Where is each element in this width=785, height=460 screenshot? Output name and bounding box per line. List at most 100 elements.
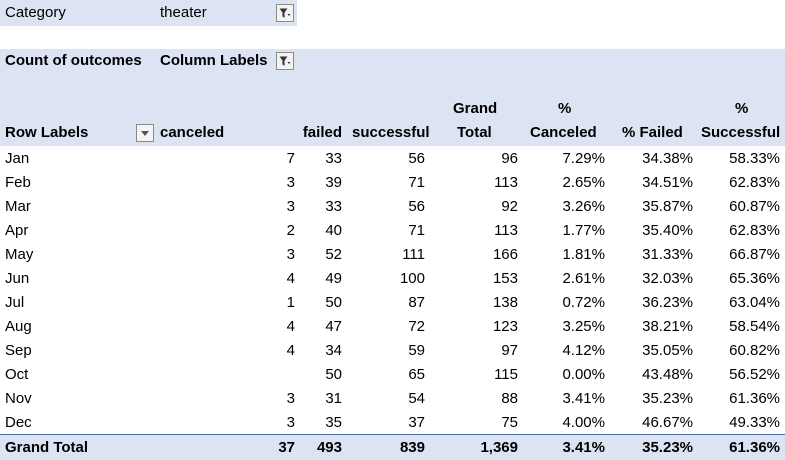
cell-pct-canceled: 2.61% xyxy=(523,266,610,290)
cell-canceled xyxy=(155,362,300,386)
cell-failed: 50 xyxy=(300,362,347,386)
cell-total: 153 xyxy=(430,266,523,290)
col-failed-header: failed xyxy=(303,124,342,141)
cell-canceled: 4 xyxy=(155,338,300,362)
total-pct-failed: 35.23% xyxy=(610,435,698,460)
category-filter-button[interactable] xyxy=(276,4,294,22)
filter-label: Category xyxy=(5,4,66,21)
total-pct-successful: 61.36% xyxy=(698,435,785,460)
cell-pct-canceled: 0.72% xyxy=(523,290,610,314)
cell-successful: 54 xyxy=(347,386,430,410)
cell-total: 75 xyxy=(430,410,523,435)
column-labels-filter-button[interactable] xyxy=(276,52,294,70)
row-label: Apr xyxy=(0,218,155,242)
col-pct-failed-header: % Failed xyxy=(622,124,683,141)
cell-pct-canceled: 3.26% xyxy=(523,194,610,218)
row-label: Oct xyxy=(0,362,155,386)
cell-pct-canceled: 3.41% xyxy=(523,386,610,410)
cell-canceled: 3 xyxy=(155,170,300,194)
row-labels-filter-button[interactable] xyxy=(136,124,154,142)
col-canceled-header: canceled xyxy=(160,124,224,141)
cell-pct-successful: 56.52% xyxy=(698,362,785,386)
cell-total: 123 xyxy=(430,314,523,338)
cell-pct-successful: 60.87% xyxy=(698,194,785,218)
cell-pct-canceled: 1.81% xyxy=(523,242,610,266)
cell-total: 115 xyxy=(430,362,523,386)
cell-pct-canceled: 1.77% xyxy=(523,218,610,242)
cell-pct-canceled: 3.25% xyxy=(523,314,610,338)
cell-pct-successful: 65.36% xyxy=(698,266,785,290)
cell-pct-successful: 58.33% xyxy=(698,146,785,170)
row-label: Feb xyxy=(0,170,155,194)
cell-pct-failed: 34.38% xyxy=(610,146,698,170)
cell-pct-successful: 58.54% xyxy=(698,314,785,338)
grand-total-row: Grand Total 37 493 839 1,369 3.41% 35.23… xyxy=(0,435,785,460)
cell-pct-failed: 32.03% xyxy=(610,266,698,290)
cell-pct-successful: 60.82% xyxy=(698,338,785,362)
row-label: Jul xyxy=(0,290,155,314)
cell-pct-failed: 38.21% xyxy=(610,314,698,338)
col-pct-successful-header-line2: Successful xyxy=(701,124,780,141)
cell-pct-failed: 35.40% xyxy=(610,218,698,242)
cell-canceled: 1 xyxy=(155,290,300,314)
cell-successful: 71 xyxy=(347,218,430,242)
value-field-label: Count of outcomes xyxy=(5,52,142,69)
cell-successful: 87 xyxy=(347,290,430,314)
filter-funnel-icon xyxy=(279,8,291,19)
cell-total: 92 xyxy=(430,194,523,218)
cell-successful: 56 xyxy=(347,146,430,170)
cell-failed: 47 xyxy=(300,314,347,338)
filter-value: theater xyxy=(160,4,207,21)
cell-successful: 72 xyxy=(347,314,430,338)
cell-pct-canceled: 0.00% xyxy=(523,362,610,386)
cell-pct-failed: 35.23% xyxy=(610,386,698,410)
cell-total: 166 xyxy=(430,242,523,266)
cell-total: 96 xyxy=(430,146,523,170)
cell-total: 113 xyxy=(430,218,523,242)
cell-canceled: 4 xyxy=(155,314,300,338)
cell-pct-successful: 66.87% xyxy=(698,242,785,266)
cell-failed: 49 xyxy=(300,266,347,290)
col-pct-successful-header-line1: % xyxy=(735,100,748,117)
cell-pct-canceled: 2.65% xyxy=(523,170,610,194)
cell-pct-failed: 36.23% xyxy=(610,290,698,314)
cell-successful: 56 xyxy=(347,194,430,218)
total-grand-total: 1,369 xyxy=(430,435,523,460)
row-label: Jun xyxy=(0,266,155,290)
cell-canceled: 4 xyxy=(155,266,300,290)
cell-failed: 35 xyxy=(300,410,347,435)
grand-total-label: Grand Total xyxy=(0,435,155,460)
row-label: Dec xyxy=(0,410,155,435)
cell-pct-successful: 63.04% xyxy=(698,290,785,314)
filter-funnel-icon xyxy=(279,56,291,67)
row-label: Aug xyxy=(0,314,155,338)
cell-total: 97 xyxy=(430,338,523,362)
cell-failed: 34 xyxy=(300,338,347,362)
cell-total: 88 xyxy=(430,386,523,410)
row-label: Mar xyxy=(0,194,155,218)
cell-pct-canceled: 7.29% xyxy=(523,146,610,170)
cell-successful: 59 xyxy=(347,338,430,362)
cell-canceled: 3 xyxy=(155,242,300,266)
cell-pct-canceled: 4.12% xyxy=(523,338,610,362)
cell-failed: 50 xyxy=(300,290,347,314)
row-label: Jan xyxy=(0,146,155,170)
row-label: Sep xyxy=(0,338,155,362)
cell-failed: 40 xyxy=(300,218,347,242)
col-grand-total-header-line2: Total xyxy=(457,124,492,141)
cell-total: 113 xyxy=(430,170,523,194)
cell-pct-canceled: 4.00% xyxy=(523,410,610,435)
